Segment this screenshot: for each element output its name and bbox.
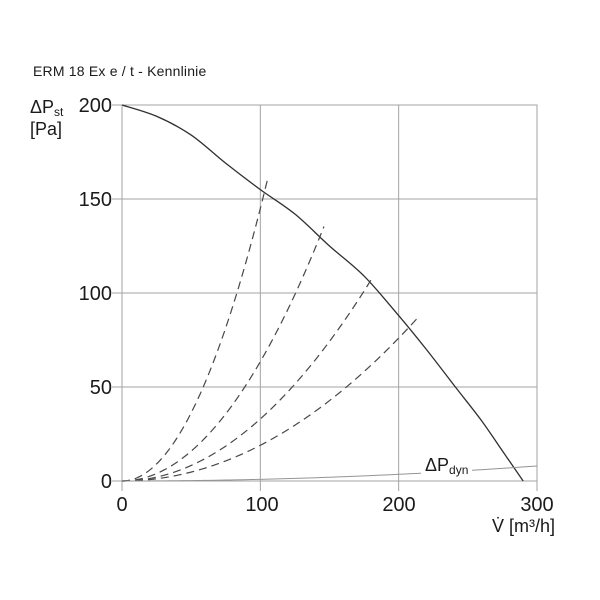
y-tick-label-50: 50 [89,377,112,399]
x-tick-label-300: 300 [520,494,554,516]
x-axis-unit: [m³/h] [509,516,556,536]
y-tick-label-100: 100 [78,283,112,305]
system-curve-3-path [121,277,373,482]
y-axis-title: ΔPst [Pa] [30,96,63,140]
fan-curve-path [121,104,524,482]
system-curve-4-path [121,318,418,482]
dyn-pressure-label: ΔPdyn [421,455,473,477]
x-tick-label-0: 0 [116,494,128,516]
x-tick-label-100: 100 [245,494,279,516]
x-tick-label-200: 200 [382,494,416,516]
dyn-label-sub: dyn [449,463,469,477]
x-axis-title: V̇ [m³/h] [492,516,555,537]
x-axis-symbol: V̇ [492,516,505,536]
system-curve-2-path [121,226,325,482]
system-curve-1-path [121,180,268,482]
dyn-curve-path [121,465,538,482]
y-axis-unit: [Pa] [30,119,63,139]
y-axis-symbol-sub: st [54,105,64,119]
y-tick-label-200: 200 [78,95,112,117]
chart-title: ERM 18 Ex e / t - Kennlinie [33,63,207,79]
y-tick-label-150: 150 [78,189,112,211]
y-tick-label-0: 0 [100,471,112,493]
y-axis-symbol: ΔP [30,97,55,117]
dyn-label-main: ΔP [425,455,450,475]
